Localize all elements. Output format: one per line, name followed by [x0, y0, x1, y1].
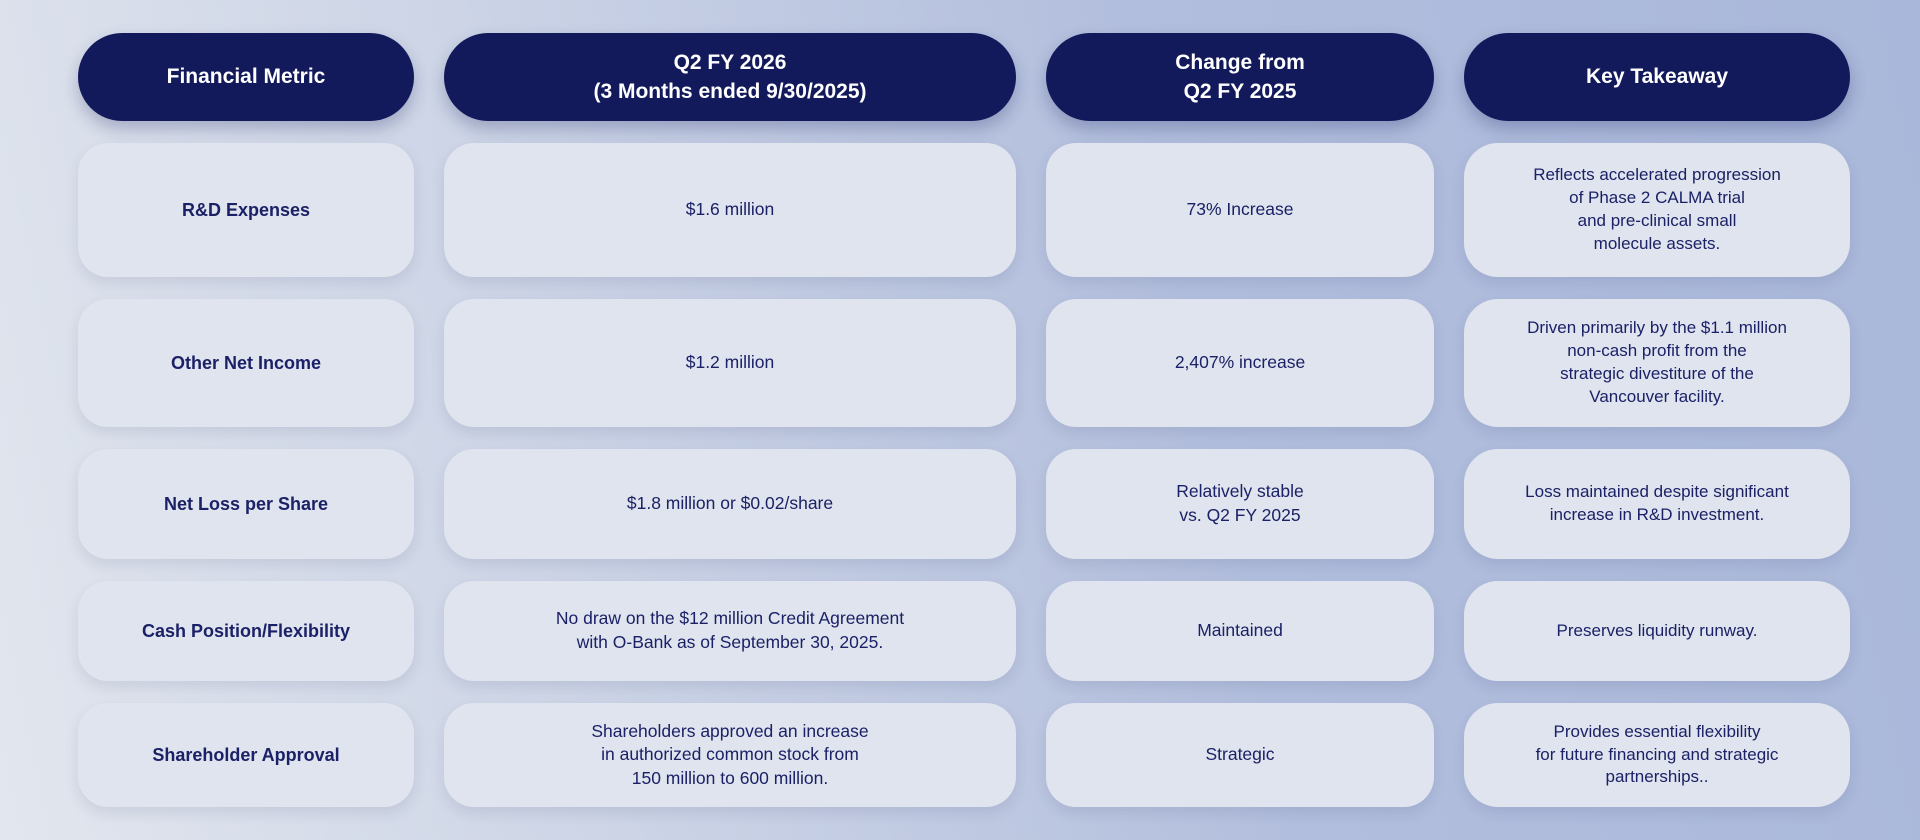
row-rd-expenses-value: $1.6 million — [444, 143, 1016, 277]
row-net-loss-per-share-metric: Net Loss per Share — [78, 449, 414, 559]
row-rd-expenses-change: 73% Increase — [1046, 143, 1434, 277]
row-shareholder-approval-change: Strategic — [1046, 703, 1434, 807]
header-cell-q2-fy-2026: Q2 FY 2026 (3 Months ended 9/30/2025) — [444, 33, 1016, 121]
row-other-net-income-value: $1.2 million — [444, 299, 1016, 427]
header-cell-financial-metric: Financial Metric — [78, 33, 414, 121]
row-other-net-income-change: 2,407% increase — [1046, 299, 1434, 427]
row-cash-position-value: No draw on the $12 million Credit Agreem… — [444, 581, 1016, 681]
row-cash-position-change: Maintained — [1046, 581, 1434, 681]
row-shareholder-approval-takeaway: Provides essential flexibility for futur… — [1464, 703, 1850, 807]
row-other-net-income-takeaway: Driven primarily by the $1.1 million non… — [1464, 299, 1850, 427]
row-cash-position-takeaway: Preserves liquidity runway. — [1464, 581, 1850, 681]
row-net-loss-per-share-takeaway: Loss maintained despite significant incr… — [1464, 449, 1850, 559]
header-cell-change-from-q2-fy-2025: Change from Q2 FY 2025 — [1046, 33, 1434, 121]
row-rd-expenses-metric: R&D Expenses — [78, 143, 414, 277]
header-cell-key-takeaway: Key Takeaway — [1464, 33, 1850, 121]
financial-summary-table: Financial Metric Q2 FY 2026 (3 Months en… — [78, 33, 1850, 807]
row-shareholder-approval-metric: Shareholder Approval — [78, 703, 414, 807]
row-cash-position-metric: Cash Position/Flexibility — [78, 581, 414, 681]
row-other-net-income-metric: Other Net Income — [78, 299, 414, 427]
row-rd-expenses-takeaway: Reflects accelerated progression of Phas… — [1464, 143, 1850, 277]
row-net-loss-per-share-change: Relatively stable vs. Q2 FY 2025 — [1046, 449, 1434, 559]
row-net-loss-per-share-value: $1.8 million or $0.02/share — [444, 449, 1016, 559]
row-shareholder-approval-value: Shareholders approved an increase in aut… — [444, 703, 1016, 807]
